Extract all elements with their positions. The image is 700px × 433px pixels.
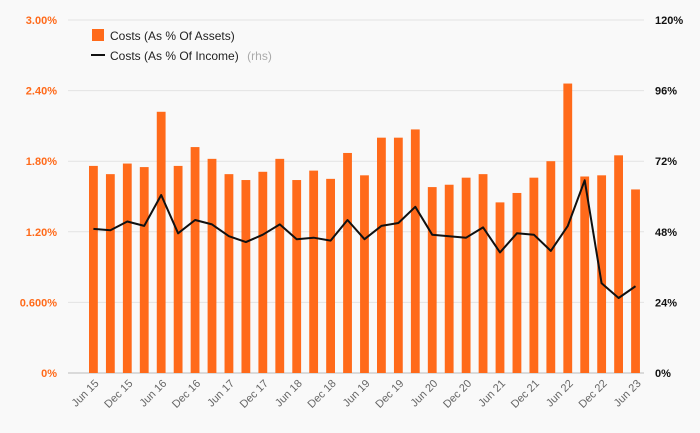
bar bbox=[207, 158, 217, 373]
legend-label-income-group: Costs (As % Of Income) (rhs) bbox=[110, 47, 272, 64]
bar bbox=[326, 178, 335, 373]
bar bbox=[156, 111, 166, 373]
bar bbox=[343, 152, 352, 373]
line-layer bbox=[93, 179, 637, 299]
bar bbox=[461, 177, 471, 373]
y-right-tick-label: 96% bbox=[655, 86, 677, 98]
bar bbox=[563, 83, 573, 373]
y-left-tick-label: 2.40% bbox=[26, 86, 57, 98]
x-tick-label: Jun 19 bbox=[341, 378, 373, 410]
bar bbox=[292, 180, 302, 373]
y-right-tick-label: 0% bbox=[655, 368, 671, 380]
y-right-tick-label: 48% bbox=[655, 227, 677, 239]
x-tick-label: Jun 16 bbox=[137, 378, 169, 410]
bar bbox=[173, 165, 183, 373]
bar bbox=[190, 147, 200, 373]
income-line bbox=[93, 179, 637, 299]
x-tick-label: Dec 22 bbox=[577, 378, 610, 411]
bar bbox=[444, 184, 454, 373]
bar bbox=[275, 158, 285, 373]
y-right-tick-label: 120% bbox=[655, 15, 683, 27]
bar bbox=[241, 180, 251, 373]
x-tick-label: Dec 17 bbox=[238, 378, 271, 411]
bar bbox=[393, 137, 403, 373]
bar bbox=[89, 165, 98, 373]
x-tick-label: Dec 19 bbox=[373, 378, 406, 411]
y-left-tick-label: 0.600% bbox=[20, 297, 58, 309]
legend: Costs (As % Of Assets) Costs (As % Of In… bbox=[91, 29, 272, 64]
y-right-tick-label: 72% bbox=[655, 156, 677, 168]
bar bbox=[512, 192, 522, 373]
bar bbox=[139, 167, 149, 373]
legend-swatch-assets bbox=[92, 29, 104, 41]
legend-label-assets: Costs (As % Of Assets) bbox=[110, 29, 235, 43]
y-left-tick-label: 0% bbox=[41, 368, 57, 380]
x-tick-label: Jun 20 bbox=[409, 378, 441, 410]
bar bbox=[614, 155, 623, 373]
x-tick-label: Dec 20 bbox=[441, 378, 474, 411]
x-tick-label: Jun 21 bbox=[476, 378, 508, 410]
y-left-tick-label: 1.20% bbox=[26, 227, 57, 239]
y-left-tick-label: 1.80% bbox=[26, 156, 57, 168]
bar bbox=[309, 170, 319, 373]
bar bbox=[580, 176, 590, 373]
grid-layer bbox=[68, 19, 644, 374]
bar bbox=[224, 174, 234, 373]
bars-layer bbox=[89, 83, 640, 373]
x-tick-label: Jun 23 bbox=[612, 378, 644, 410]
x-tick-label: Jun 18 bbox=[273, 378, 305, 410]
x-tick-label: Jun 22 bbox=[544, 378, 576, 410]
x-tick-label: Dec 18 bbox=[306, 378, 339, 411]
legend-label-income: Costs (As % Of Income) bbox=[110, 49, 239, 63]
x-tick-label: Dec 15 bbox=[102, 378, 135, 411]
legend-label-income-suffix: (rhs) bbox=[247, 49, 272, 63]
x-tick-label: Jun 17 bbox=[205, 378, 237, 410]
bar bbox=[258, 171, 268, 373]
bar bbox=[478, 174, 488, 373]
bar bbox=[410, 129, 420, 373]
bar bbox=[360, 175, 369, 373]
bar bbox=[597, 175, 607, 373]
y-left-tick-label: 3.00% bbox=[26, 15, 57, 27]
bar bbox=[122, 163, 132, 373]
bar bbox=[377, 137, 386, 373]
bar bbox=[631, 189, 640, 373]
bar bbox=[529, 177, 539, 373]
bar bbox=[546, 161, 556, 373]
bar bbox=[427, 187, 437, 373]
bar bbox=[105, 174, 115, 373]
x-tick-label: Jun 15 bbox=[70, 378, 102, 410]
x-tick-label: Dec 21 bbox=[509, 378, 542, 411]
x-tick-label: Dec 16 bbox=[170, 378, 203, 411]
y-right-tick-label: 24% bbox=[655, 297, 677, 309]
bar bbox=[495, 202, 505, 373]
